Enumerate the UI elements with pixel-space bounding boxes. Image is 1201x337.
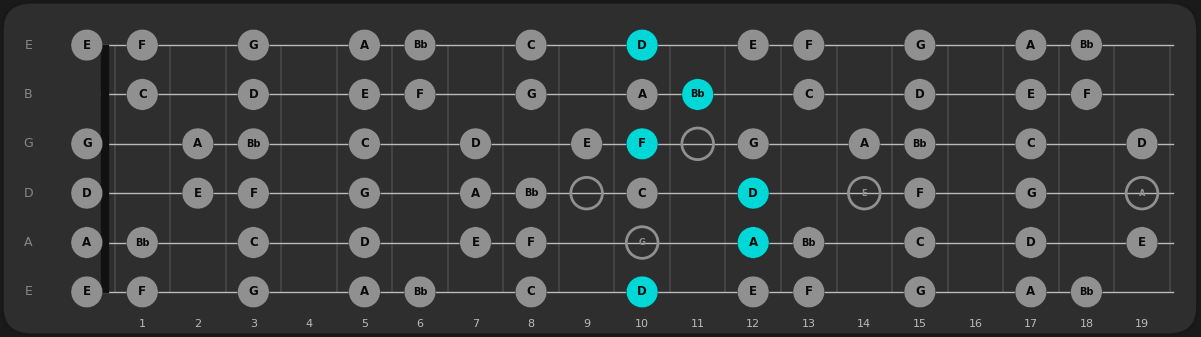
Text: C: C	[138, 88, 147, 101]
Text: E: E	[472, 236, 479, 249]
Text: G: G	[1026, 187, 1035, 200]
Text: D: D	[1026, 236, 1035, 249]
Ellipse shape	[460, 177, 491, 209]
Text: F: F	[250, 187, 257, 200]
Text: D: D	[638, 39, 647, 52]
Ellipse shape	[793, 79, 825, 110]
Ellipse shape	[1070, 276, 1103, 308]
Ellipse shape	[904, 276, 936, 308]
Text: A: A	[471, 187, 480, 200]
Text: F: F	[416, 88, 424, 101]
Ellipse shape	[238, 177, 269, 209]
Ellipse shape	[793, 276, 825, 308]
Text: G: G	[82, 137, 91, 150]
Text: G: G	[915, 39, 925, 52]
Text: F: F	[916, 187, 924, 200]
Text: C: C	[360, 137, 369, 150]
Ellipse shape	[238, 29, 269, 61]
Text: A: A	[1139, 189, 1146, 198]
Ellipse shape	[627, 79, 658, 110]
Ellipse shape	[348, 128, 381, 160]
Ellipse shape	[238, 128, 269, 160]
Ellipse shape	[627, 29, 658, 61]
Ellipse shape	[627, 128, 658, 160]
Ellipse shape	[515, 276, 546, 308]
Ellipse shape	[1015, 227, 1047, 258]
Ellipse shape	[460, 128, 491, 160]
Ellipse shape	[71, 276, 102, 308]
Text: F: F	[638, 137, 646, 150]
Text: A: A	[193, 137, 203, 150]
Text: B: B	[24, 88, 32, 101]
Text: Bb: Bb	[135, 238, 150, 248]
Text: 9: 9	[582, 319, 590, 329]
Ellipse shape	[515, 79, 546, 110]
Text: D: D	[1137, 137, 1147, 150]
Text: G: G	[915, 285, 925, 298]
Text: E: E	[861, 189, 867, 198]
Ellipse shape	[1015, 29, 1047, 61]
Ellipse shape	[737, 29, 769, 61]
Text: C: C	[805, 88, 813, 101]
Text: E: E	[83, 39, 91, 52]
Ellipse shape	[238, 276, 269, 308]
Text: E: E	[24, 285, 32, 298]
Text: G: G	[24, 137, 34, 150]
Ellipse shape	[515, 227, 546, 258]
Text: C: C	[249, 236, 258, 249]
Text: 12: 12	[746, 319, 760, 329]
Text: 18: 18	[1080, 319, 1094, 329]
Text: A: A	[748, 236, 758, 249]
Ellipse shape	[126, 79, 159, 110]
Ellipse shape	[183, 177, 214, 209]
Text: Bb: Bb	[413, 287, 428, 297]
Ellipse shape	[238, 79, 269, 110]
Text: 2: 2	[195, 319, 202, 329]
Ellipse shape	[183, 128, 214, 160]
Text: 3: 3	[250, 319, 257, 329]
Ellipse shape	[1127, 128, 1158, 160]
Ellipse shape	[71, 29, 102, 61]
Text: C: C	[915, 236, 925, 249]
Text: 1: 1	[139, 319, 145, 329]
Text: E: E	[24, 39, 32, 52]
Ellipse shape	[405, 79, 436, 110]
Text: A: A	[860, 137, 868, 150]
Text: F: F	[1082, 88, 1091, 101]
Ellipse shape	[126, 227, 159, 258]
Text: E: E	[360, 88, 369, 101]
Text: G: G	[748, 137, 758, 150]
Ellipse shape	[904, 79, 936, 110]
Text: 17: 17	[1024, 319, 1038, 329]
Text: G: G	[249, 285, 258, 298]
Text: A: A	[1027, 285, 1035, 298]
Text: F: F	[805, 285, 813, 298]
Ellipse shape	[71, 177, 102, 209]
Text: E: E	[1139, 236, 1146, 249]
Ellipse shape	[1070, 79, 1103, 110]
Ellipse shape	[1127, 227, 1158, 258]
Text: C: C	[527, 285, 536, 298]
Text: Bb: Bb	[246, 139, 261, 149]
Ellipse shape	[737, 177, 769, 209]
Ellipse shape	[348, 29, 381, 61]
Ellipse shape	[71, 128, 102, 160]
Text: C: C	[527, 39, 536, 52]
Ellipse shape	[737, 227, 769, 258]
Ellipse shape	[848, 128, 880, 160]
Text: D: D	[249, 88, 258, 101]
Text: E: E	[582, 137, 591, 150]
Text: F: F	[138, 285, 147, 298]
Ellipse shape	[405, 276, 436, 308]
Text: F: F	[138, 39, 147, 52]
Text: D: D	[748, 187, 758, 200]
Text: 16: 16	[968, 319, 982, 329]
Ellipse shape	[126, 276, 159, 308]
Text: Bb: Bb	[524, 188, 538, 198]
Ellipse shape	[1015, 276, 1047, 308]
Ellipse shape	[348, 177, 381, 209]
Text: G: G	[359, 187, 370, 200]
Text: Bb: Bb	[413, 40, 428, 50]
Ellipse shape	[627, 276, 658, 308]
